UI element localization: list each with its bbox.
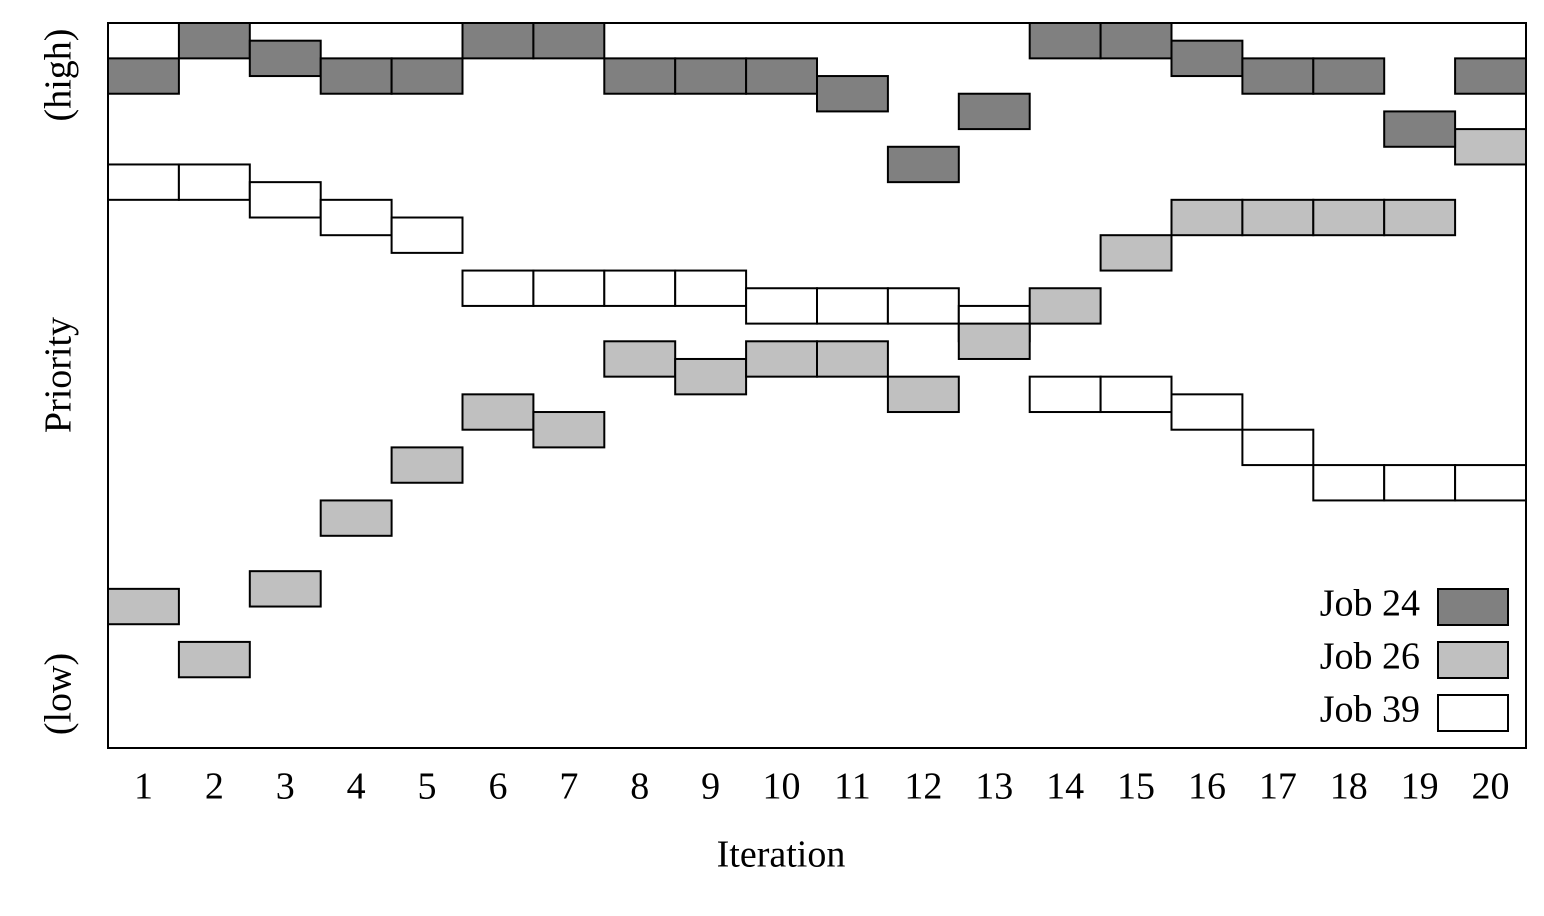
y-top-label: (high) [38, 29, 80, 122]
rank-block [745, 287, 818, 325]
x-tick-label: 5 [418, 766, 437, 808]
rank-block [1312, 198, 1386, 237]
x-tick-label: 6 [488, 766, 507, 808]
x-tick-label: 20 [1472, 766, 1510, 808]
rank-block [1383, 464, 1457, 502]
x-tick-label: 14 [1046, 766, 1084, 808]
rank-block [107, 163, 180, 201]
rank-block [816, 75, 889, 113]
rank-block [461, 22, 535, 60]
x-tick-label: 4 [347, 766, 366, 808]
legend-label: Job 24 [1320, 583, 1420, 625]
rank-block [532, 269, 606, 307]
legend-swatch [1437, 641, 1509, 679]
rank-block [1028, 375, 1102, 414]
x-tick-label: 19 [1401, 766, 1439, 808]
rank-block [1241, 428, 1315, 467]
rank-block [319, 499, 393, 537]
rank-block [319, 198, 393, 237]
x-tick-label: 2 [205, 766, 224, 808]
x-tick-label: 11 [834, 766, 871, 808]
y-axis-label: Priority [38, 317, 80, 433]
rank-block [177, 163, 251, 201]
legend-label: Job 39 [1320, 689, 1420, 731]
rank-block [319, 57, 393, 95]
legend-label: Job 26 [1320, 636, 1420, 678]
rank-block [1028, 287, 1102, 325]
x-axis-label: Iteration [717, 834, 846, 876]
rank-block [177, 640, 251, 679]
rank-block [1454, 57, 1527, 95]
rank-block [674, 57, 748, 95]
rank-block [603, 57, 677, 95]
rank-block [1170, 198, 1244, 237]
rank-block [1312, 57, 1386, 95]
rank-block [1383, 198, 1457, 237]
rank-block [177, 22, 251, 60]
x-tick-label: 12 [904, 766, 942, 808]
rank-block [1170, 393, 1244, 431]
rank-block [1099, 375, 1173, 414]
rank-block [886, 375, 960, 414]
rank-block [248, 570, 322, 608]
rank-block [886, 287, 960, 325]
rank-block [390, 57, 464, 95]
rank-block [674, 269, 748, 307]
rank-block [886, 145, 960, 184]
y-bottom-label: (low) [38, 653, 80, 735]
x-tick-label: 8 [630, 766, 649, 808]
rank-block [532, 411, 606, 449]
x-tick-label: 18 [1330, 766, 1368, 808]
rank-block [390, 216, 464, 254]
rank-block [1170, 39, 1244, 78]
rank-block [461, 393, 535, 431]
rank-block [674, 357, 748, 396]
rank-block [1241, 57, 1315, 95]
x-tick-label: 3 [276, 766, 295, 808]
rank-block [957, 92, 1031, 131]
rank-block [107, 587, 180, 626]
x-tick-label: 13 [975, 766, 1013, 808]
x-tick-label: 16 [1188, 766, 1226, 808]
rank-block [1383, 110, 1457, 148]
rank-block [1312, 464, 1386, 502]
rank-block [1028, 22, 1102, 60]
rank-block [816, 340, 889, 378]
rank-block [816, 287, 889, 325]
rank-block [603, 269, 677, 307]
rank-block [461, 269, 535, 307]
plot-frame [107, 22, 1527, 749]
rank-block [1099, 22, 1173, 60]
x-tick-label: 9 [701, 766, 720, 808]
legend-swatch [1437, 588, 1509, 626]
rank-block [603, 340, 677, 378]
rank-block [745, 340, 818, 378]
rank-block [957, 322, 1031, 360]
rank-block [745, 57, 818, 95]
rank-block [1241, 198, 1315, 237]
x-tick-label: 7 [559, 766, 578, 808]
rank-block [532, 22, 606, 60]
x-tick-label: 1 [134, 766, 153, 808]
rank-block [1454, 128, 1527, 166]
rank-block [1454, 464, 1527, 502]
x-tick-label: 17 [1259, 766, 1297, 808]
legend-swatch [1437, 694, 1509, 732]
x-tick-label: 10 [763, 766, 801, 808]
rank-block [1099, 234, 1173, 272]
x-tick-label: 15 [1117, 766, 1155, 808]
rank-block [390, 446, 464, 484]
rank-block [248, 39, 322, 78]
rank-block [248, 181, 322, 219]
rank-block [107, 57, 180, 95]
